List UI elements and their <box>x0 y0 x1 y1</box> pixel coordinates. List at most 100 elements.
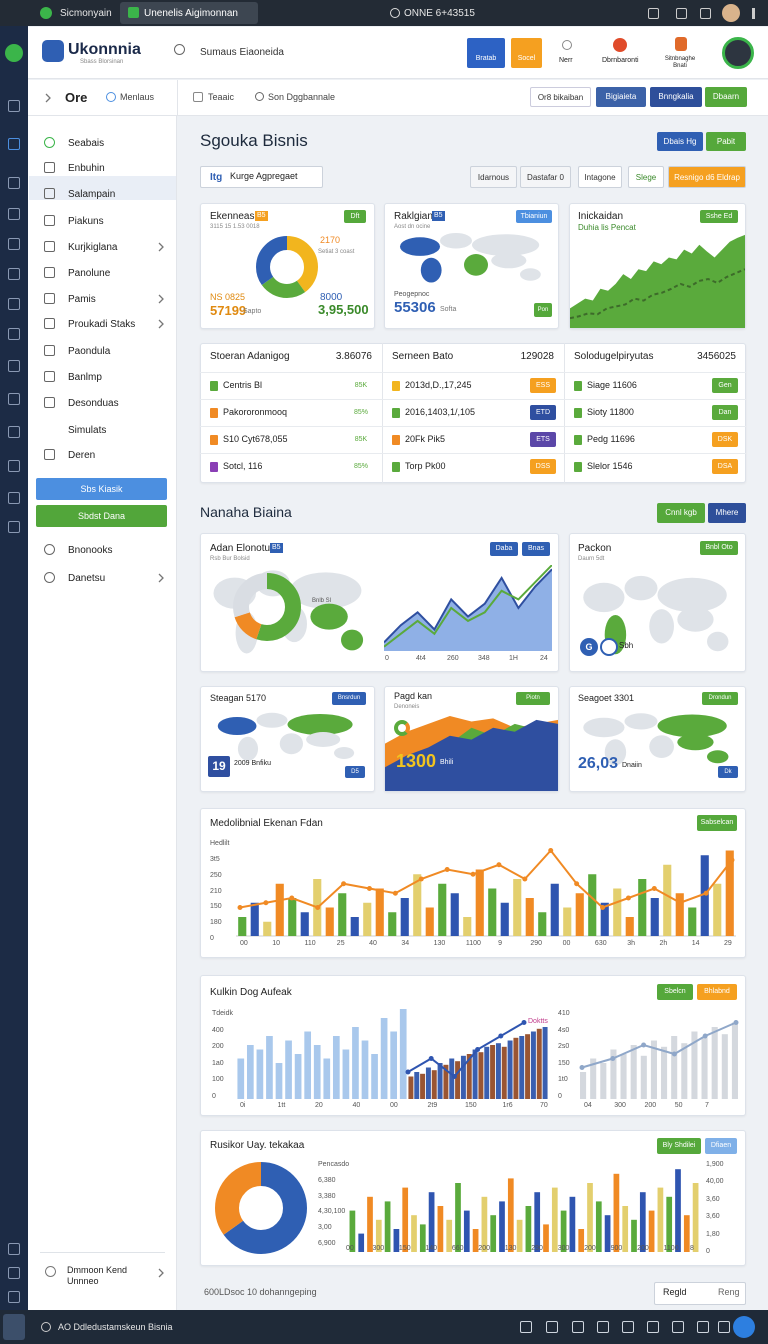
sidebar-item[interactable]: Banlmp <box>68 372 102 383</box>
button[interactable]: G <box>580 638 598 656</box>
sidebar-item[interactable]: Proukadi Staks <box>68 319 136 330</box>
button[interactable]: Sabselcan <box>697 815 737 831</box>
button[interactable]: Dbaarn <box>705 87 747 107</box>
rail-icon <box>8 298 20 310</box>
sidebar-item[interactable]: Paondula <box>68 346 111 357</box>
button[interactable]: Tbianiun <box>516 210 552 223</box>
button[interactable]: Bnbl Oto <box>700 541 738 555</box>
button[interactable]: Drondun <box>702 692 738 705</box>
bar <box>604 1215 611 1252</box>
sidebar-item[interactable]: Danetsu <box>68 573 106 584</box>
bar <box>675 1169 681 1252</box>
sidebar-item[interactable]: Enbuhin <box>68 163 105 174</box>
footer-button[interactable]: Regld <box>663 1287 687 1297</box>
button[interactable]: 85% <box>348 459 374 474</box>
button[interactable]: Gen <box>712 378 738 393</box>
sidebar-item[interactable]: Deren <box>68 450 96 461</box>
button[interactable]: Bnngkalia <box>650 87 702 107</box>
address-bar[interactable]: ONNE 6+43515 <box>404 8 475 19</box>
row-label[interactable]: S10 Cyt678,055 <box>223 434 288 444</box>
toolbar-tab[interactable]: Son Dggbannale <box>268 92 336 102</box>
button[interactable]: Pabit <box>706 132 746 151</box>
button[interactable]: Dfiaen <box>705 1138 737 1154</box>
button[interactable]: ETS <box>530 432 556 447</box>
point <box>521 1020 527 1025</box>
button[interactable]: Dan <box>712 405 738 420</box>
row-label[interactable]: Centris Bl <box>223 380 263 390</box>
button[interactable]: Resnigo d6 Eldrap <box>668 166 746 188</box>
button[interactable]: Daba <box>490 542 518 556</box>
y-tick-label: 0 <box>210 935 214 942</box>
button[interactable]: Cnnl kgb <box>657 503 705 523</box>
button[interactable]: Pon <box>534 303 552 317</box>
button[interactable]: Bratab <box>467 38 505 68</box>
button[interactable]: Intagone <box>578 166 622 188</box>
button[interactable]: Dbais Hg <box>657 132 703 151</box>
button[interactable]: Dk <box>718 766 738 778</box>
header-action[interactable]: Sitnbnaghe Bnati <box>664 56 696 69</box>
row-label[interactable]: Slelor 1546 <box>587 461 633 471</box>
browser-tab[interactable]: Unenelis Aigimonnan <box>144 8 238 19</box>
row-label[interactable]: Torp Pk00 <box>405 461 446 471</box>
button[interactable]: DSK <box>712 432 738 447</box>
toolbar-tab[interactable]: Teaaic <box>208 92 235 102</box>
button[interactable]: 19 <box>208 756 230 777</box>
button[interactable]: Piotn <box>516 692 550 705</box>
browser-tab[interactable]: Sicmonyain <box>60 8 112 19</box>
button[interactable]: ETD <box>530 405 556 420</box>
button[interactable]: 85K <box>348 432 374 447</box>
sidebar-item[interactable]: Simulats <box>68 425 107 436</box>
point <box>475 1047 481 1052</box>
button[interactable]: 85K <box>348 378 374 393</box>
chart <box>158 319 164 329</box>
button[interactable]: Or8 bikaiban <box>530 87 591 107</box>
row-label[interactable]: 20Fk Pik5 <box>405 434 446 444</box>
button[interactable]: Sbelcn <box>657 984 693 1000</box>
sidebar-item[interactable]: Salampain <box>68 189 116 200</box>
button[interactable]: Bnsrdun <box>332 692 366 705</box>
row-label[interactable]: Pedg 11696 <box>587 434 635 444</box>
button[interactable]: Mhere <box>708 503 746 523</box>
header-action[interactable]: Dbrnbaronti <box>602 57 639 64</box>
button[interactable]: Bly Shdilei <box>657 1138 701 1154</box>
button[interactable]: Socel <box>511 38 542 68</box>
search-input-text[interactable]: Kurge Agpregaet <box>230 171 298 181</box>
sidebar-item[interactable]: Bnonooks <box>68 545 113 556</box>
sidebar-item[interactable]: Kurjkiglana <box>68 242 118 253</box>
footer-button[interactable]: Reng <box>718 1287 740 1297</box>
button[interactable]: Bigiaieta <box>596 87 646 107</box>
button[interactable]: Sbdst Dana <box>36 505 167 527</box>
row-label[interactable]: Siage 11606 <box>587 380 637 390</box>
search-field[interactable]: Sumaus Eiaoneida <box>200 47 284 58</box>
row-label[interactable]: Pakororonmooq <box>223 407 288 417</box>
button[interactable]: Dastafar 0 <box>520 166 571 188</box>
row-label[interactable]: 2013d,D.,17,245 <box>405 380 472 390</box>
button[interactable]: Idarnous <box>470 166 517 188</box>
bar <box>475 869 484 936</box>
sidebar-item[interactable]: Pamis <box>68 294 96 305</box>
button[interactable]: DSS <box>530 459 556 474</box>
sidebar-item[interactable]: Desonduas <box>68 398 119 409</box>
row-divider <box>200 399 382 400</box>
button[interactable]: D5 <box>345 766 365 778</box>
button[interactable]: Bhlabnd <box>697 984 737 1000</box>
sidebar-item[interactable]: Piakuns <box>68 216 104 227</box>
sidebar-footer[interactable]: Dmmoon Kend <box>67 1265 128 1275</box>
button[interactable]: 85% <box>348 405 374 420</box>
sidebar-item[interactable]: Seabais <box>68 138 105 149</box>
row-label[interactable]: Sotcl, 116 <box>223 461 263 471</box>
rail-logo <box>5 44 23 62</box>
toolbar-title[interactable]: Ore <box>65 90 88 105</box>
toolbar-menu[interactable]: Menlaus <box>120 92 155 102</box>
sidebar-item[interactable]: Panolune <box>68 268 111 279</box>
button[interactable]: DSA <box>712 459 738 474</box>
button[interactable]: Sshe Ed <box>700 210 738 223</box>
row-label[interactable]: 2016,1403,1/,105 <box>405 407 476 417</box>
button[interactable]: Slege <box>628 166 664 188</box>
button[interactable]: ESS <box>530 378 556 393</box>
button[interactable]: Dft <box>344 210 366 223</box>
button[interactable]: Sbs Kiasik <box>36 478 167 500</box>
row-label[interactable]: Sioty 11800 <box>587 407 634 417</box>
button[interactable]: Bnas <box>522 542 550 556</box>
header-action[interactable]: Nerr <box>559 57 573 64</box>
